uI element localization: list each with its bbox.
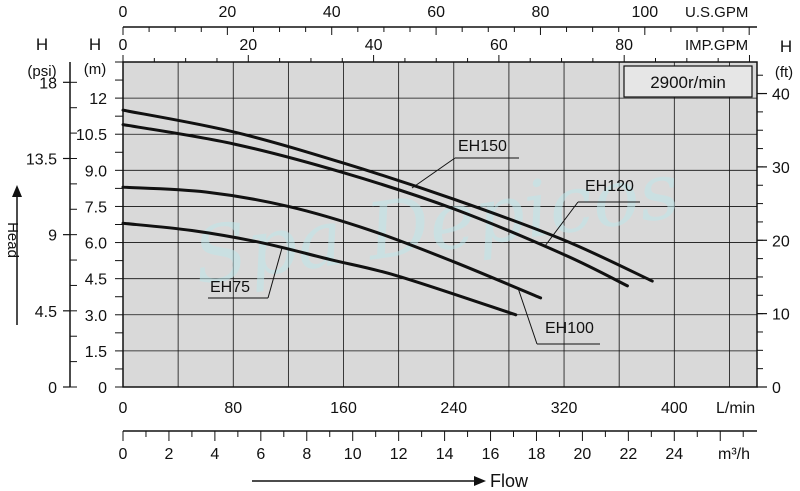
flow-m3h-tick-label: 6 — [256, 446, 265, 463]
imp-gpm-unit: IMP.GPM — [685, 37, 748, 54]
us-gpm-tick-label: 60 — [427, 4, 445, 21]
flow-m3h-tick-label: 8 — [302, 446, 311, 463]
head-m-tick-label: 0 — [98, 380, 107, 397]
psi-axis-unit: (psi) — [27, 63, 56, 80]
flow-m3h-tick-label: 10 — [344, 446, 362, 463]
speed-label: 2900r/min — [650, 73, 726, 92]
us-gpm-tick-label: 20 — [218, 4, 236, 21]
flow-m3h-tick-label: 16 — [482, 446, 500, 463]
flow-lmin-tick-label: 240 — [440, 400, 467, 417]
curve-eh150 — [121, 108, 654, 283]
flow-axis-arrow — [252, 476, 486, 486]
flow-lmin-tick-label: 320 — [551, 400, 578, 417]
flow-m3h-tick-label: 14 — [436, 446, 454, 463]
head-psi-tick-label: 4.5 — [35, 304, 57, 321]
annotation-leader — [544, 201, 579, 247]
curve-eh75 — [121, 221, 518, 317]
annotation-leader — [517, 287, 538, 345]
head-psi-tick-label: 0 — [48, 380, 57, 397]
flow-m3h-tick-label: 2 — [164, 446, 173, 463]
annotation-leader — [267, 247, 283, 299]
imp-gpm-tick-label: 80 — [615, 37, 633, 54]
curve-eh100 — [121, 185, 543, 300]
ft-axis-title: H — [780, 37, 792, 56]
m3h-unit: m³/h — [718, 446, 750, 463]
curve-annotations: EH150 EH120 EH100 EH75 — [208, 138, 640, 345]
flow-m3h-tick-label: 18 — [528, 446, 546, 463]
pump-curves — [121, 108, 654, 317]
m-axis-title: H — [89, 35, 101, 54]
us-gpm-tick-label: 40 — [323, 4, 341, 21]
m-axis-unit: (m) — [84, 61, 107, 78]
head-axis-arrow — [12, 185, 22, 325]
head-m-tick-label: 9.0 — [85, 163, 107, 180]
head-m-tick-label: 1.5 — [85, 344, 107, 361]
imp-gpm-tick-label: 20 — [239, 37, 257, 54]
head-ft-tick-label: 20 — [772, 233, 790, 250]
us-gpm-unit: U.S.GPM — [685, 4, 748, 21]
curve-label-eh75: EH75 — [210, 279, 250, 296]
head-axis-title: Head — [4, 222, 21, 258]
flow-m3h-tick-label: 24 — [665, 446, 683, 463]
head-ft-tick-label: 0 — [772, 380, 781, 397]
flow-m3h-tick-label: 22 — [619, 446, 637, 463]
head-psi-tick-label: 13.5 — [26, 151, 57, 168]
grid — [123, 62, 757, 387]
ft-axis-unit: (ft) — [775, 64, 793, 81]
psi-axis-title: H — [36, 35, 48, 54]
flow-lmin-tick-label: 160 — [330, 400, 357, 417]
head-ft-tick-label: 40 — [772, 87, 790, 104]
annotation-leader — [411, 157, 456, 189]
us-gpm-tick-label: 80 — [532, 4, 550, 21]
axes: 0 1.5 3.0 4.5 6.0 7.5 9.0 10.5 12 0 4.5 9 13.5 18 0 10 2… — [26, 4, 790, 463]
head-m-tick-label: 12 — [89, 91, 107, 108]
head-psi-tick-label: 9 — [48, 228, 57, 245]
curve-eh120 — [121, 123, 629, 288]
flow-m3h-tick-label: 0 — [119, 446, 128, 463]
head-m-tick-label: 10.5 — [76, 127, 107, 144]
imp-gpm-tick-label: 60 — [490, 37, 508, 54]
head-ft-tick-label: 10 — [772, 307, 790, 324]
plot-area — [122, 61, 758, 388]
flow-lmin-tick-label: 400 — [661, 400, 688, 417]
flow-m3h-tick-label: 20 — [574, 446, 592, 463]
head-ft-tick-label: 30 — [772, 160, 790, 177]
imp-gpm-tick-label: 40 — [365, 37, 383, 54]
flow-lmin-tick-label: 80 — [224, 400, 242, 417]
head-m-tick-label: 4.5 — [85, 272, 107, 289]
flow-lmin-tick-label: 0 — [119, 400, 128, 417]
head-m-tick-label: 3.0 — [85, 308, 107, 325]
head-m-tick-label: 6.0 — [85, 236, 107, 253]
flow-axis-title: Flow — [490, 471, 529, 491]
lmin-unit: L/min — [716, 400, 755, 417]
head-psi-tick-label: 18 — [39, 75, 57, 92]
flow-m3h-tick-label: 4 — [210, 446, 219, 463]
curve-label-eh120: EH120 — [585, 178, 634, 195]
us-gpm-tick-label: 0 — [119, 4, 128, 21]
speed-label-box — [623, 65, 753, 98]
curve-label-eh150: EH150 — [458, 138, 507, 155]
curve-label-eh100: EH100 — [545, 320, 594, 337]
us-gpm-tick-label: 100 — [631, 4, 658, 21]
imp-gpm-tick-label: 0 — [119, 37, 128, 54]
flow-m3h-tick-label: 12 — [390, 446, 408, 463]
head-m-tick-label: 7.5 — [85, 199, 107, 216]
